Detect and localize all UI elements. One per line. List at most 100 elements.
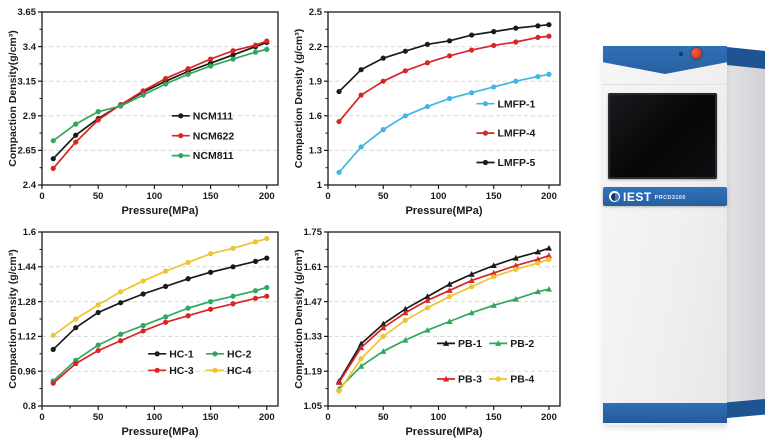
svg-text:PB-4: PB-4 bbox=[510, 374, 534, 386]
chart-lmfp-compaction-density: 1 1.3 1.6 1.9 2.2 2.5 0 50 100 150 200 Pressure(MPa… bbox=[292, 4, 568, 219]
svg-text:1.75: 1.75 bbox=[304, 227, 323, 238]
device-side-panel bbox=[727, 50, 765, 416]
svg-text:1.33: 1.33 bbox=[304, 332, 323, 343]
svg-text:HC-1: HC-1 bbox=[169, 348, 194, 360]
svg-text:1.3: 1.3 bbox=[309, 146, 322, 157]
legend-item-hc-4: HC-4 bbox=[206, 365, 252, 377]
legend-item-ncm111: NCM111 bbox=[171, 110, 233, 122]
chart-svg-lmfp: 1 1.3 1.6 1.9 2.2 2.5 0 50 100 150 200 Pressure(MPa… bbox=[293, 7, 561, 217]
x-axis-label: Pressure(MPa) bbox=[405, 205, 482, 217]
svg-text:1.19: 1.19 bbox=[304, 366, 323, 377]
svg-text:100: 100 bbox=[146, 412, 162, 423]
svg-text:2.4: 2.4 bbox=[23, 180, 37, 191]
svg-text:LMFP-5: LMFP-5 bbox=[497, 157, 535, 169]
svg-text:1.9: 1.9 bbox=[309, 76, 322, 87]
y-axis-label: Compaction Density(g/cm³) bbox=[7, 30, 19, 167]
model-text: PRCD3100 bbox=[654, 194, 686, 201]
iest-logo-icon bbox=[609, 191, 620, 202]
svg-text:HC-4: HC-4 bbox=[227, 365, 252, 377]
svg-text:PB-2: PB-2 bbox=[510, 338, 534, 350]
svg-text:150: 150 bbox=[203, 191, 219, 202]
svg-text:1.44: 1.44 bbox=[18, 262, 37, 273]
svg-text:PB-1: PB-1 bbox=[458, 338, 482, 350]
svg-text:3.4: 3.4 bbox=[23, 42, 37, 53]
svg-text:LMFP-4: LMFP-4 bbox=[497, 128, 535, 140]
legend-item-pb-2: PB-2 bbox=[489, 338, 534, 350]
svg-text:3.15: 3.15 bbox=[18, 76, 37, 87]
legend-item-ncm622: NCM622 bbox=[171, 130, 235, 142]
svg-text:1.61: 1.61 bbox=[304, 262, 323, 273]
svg-text:50: 50 bbox=[93, 191, 104, 202]
chart-svg-pb: 1.05 1.19 1.33 1.47 1.61 1.75 0 50 100 150 200 Pres… bbox=[293, 227, 561, 438]
x-axis-label: Pressure(MPa) bbox=[121, 205, 198, 217]
svg-text:100: 100 bbox=[146, 191, 162, 202]
svg-text:2.65: 2.65 bbox=[18, 146, 37, 157]
svg-text:2.5: 2.5 bbox=[309, 7, 323, 18]
legend-item-lmfp-4: LMFP-4 bbox=[476, 128, 536, 140]
svg-text:50: 50 bbox=[93, 412, 104, 423]
svg-text:0: 0 bbox=[39, 412, 44, 423]
x-axis-label: Pressure(MPa) bbox=[405, 426, 482, 438]
legend-item-lmfp-5: LMFP-5 bbox=[476, 157, 536, 169]
chart-pb-compaction-density: 1.05 1.19 1.33 1.47 1.61 1.75 0 50 100 150 200 Pres… bbox=[292, 224, 568, 440]
svg-text:1.47: 1.47 bbox=[304, 297, 323, 308]
device-screen bbox=[608, 93, 717, 179]
legend-item-lmfp-1: LMFP-1 bbox=[476, 98, 536, 110]
y-axis-label: Compaction Density (g/cm³) bbox=[293, 29, 305, 168]
svg-text:150: 150 bbox=[486, 191, 502, 202]
svg-text:150: 150 bbox=[486, 412, 502, 423]
svg-text:1.28: 1.28 bbox=[18, 297, 37, 308]
legend-item-pb-3: PB-3 bbox=[437, 374, 482, 386]
svg-text:2.2: 2.2 bbox=[309, 42, 322, 53]
x-axis-label: Pressure(MPa) bbox=[121, 426, 198, 438]
y-axis-label: Compaction Density (g/cm³) bbox=[293, 249, 305, 388]
svg-text:1.05: 1.05 bbox=[304, 401, 323, 412]
device-logo-band: IEST PRCD3100 bbox=[603, 187, 727, 206]
device-top-band-side bbox=[727, 47, 765, 69]
power-button bbox=[691, 48, 702, 59]
legend-item-pb-1: PB-1 bbox=[437, 338, 482, 350]
svg-text:NCM622: NCM622 bbox=[193, 130, 235, 142]
legend-item-ncm811: NCM811 bbox=[171, 150, 234, 162]
svg-text:0: 0 bbox=[325, 412, 330, 423]
device-base-band-side bbox=[727, 399, 765, 418]
y-axis-label: Compaction Density (g/cm³) bbox=[7, 249, 19, 388]
svg-text:200: 200 bbox=[541, 412, 557, 423]
svg-text:3.65: 3.65 bbox=[18, 7, 37, 18]
brand-text: IEST bbox=[623, 189, 652, 204]
legend-item-hc-2: HC-2 bbox=[206, 348, 252, 360]
svg-text:200: 200 bbox=[259, 191, 275, 202]
svg-text:100: 100 bbox=[431, 412, 447, 423]
svg-text:200: 200 bbox=[259, 412, 275, 423]
svg-text:100: 100 bbox=[431, 191, 447, 202]
indicator-dot-icon bbox=[679, 52, 683, 56]
svg-text:NCM111: NCM111 bbox=[193, 110, 233, 122]
svg-text:HC-3: HC-3 bbox=[169, 365, 194, 377]
legend-item-pb-4: PB-4 bbox=[489, 374, 534, 386]
chart-svg-ncm: 2.4 2.65 2.9 3.15 3.4 3.65 0 50 100 150 200 Pressur… bbox=[7, 7, 279, 217]
svg-text:50: 50 bbox=[378, 191, 389, 202]
svg-text:0.8: 0.8 bbox=[23, 401, 36, 412]
svg-text:NCM811: NCM811 bbox=[193, 150, 234, 162]
svg-text:HC-2: HC-2 bbox=[227, 348, 252, 360]
svg-text:200: 200 bbox=[541, 191, 557, 202]
svg-text:0.96: 0.96 bbox=[18, 366, 37, 377]
svg-text:150: 150 bbox=[203, 412, 219, 423]
svg-text:1.12: 1.12 bbox=[18, 332, 37, 343]
device-base-band bbox=[603, 403, 727, 423]
svg-text:50: 50 bbox=[378, 412, 389, 423]
svg-text:PB-3: PB-3 bbox=[458, 374, 482, 386]
svg-text:LMFP-1: LMFP-1 bbox=[497, 98, 535, 110]
svg-text:1: 1 bbox=[317, 180, 323, 191]
device-panel-seam bbox=[603, 84, 727, 86]
legend-item-hc-3: HC-3 bbox=[148, 365, 194, 377]
svg-text:0: 0 bbox=[39, 191, 44, 202]
instrument-photo: IEST PRCD3100 bbox=[575, 0, 780, 443]
chart-hc-compaction-density: 0.8 0.96 1.12 1.28 1.44 1.6 0 50 100 150 200 Pressu… bbox=[6, 224, 286, 440]
svg-text:0: 0 bbox=[325, 191, 330, 202]
svg-text:2.9: 2.9 bbox=[23, 111, 36, 122]
svg-text:1.6: 1.6 bbox=[309, 111, 322, 122]
svg-text:1.6: 1.6 bbox=[23, 227, 36, 238]
chart-svg-hc: 0.8 0.96 1.12 1.28 1.44 1.6 0 50 100 150 200 Pressu… bbox=[7, 227, 279, 438]
